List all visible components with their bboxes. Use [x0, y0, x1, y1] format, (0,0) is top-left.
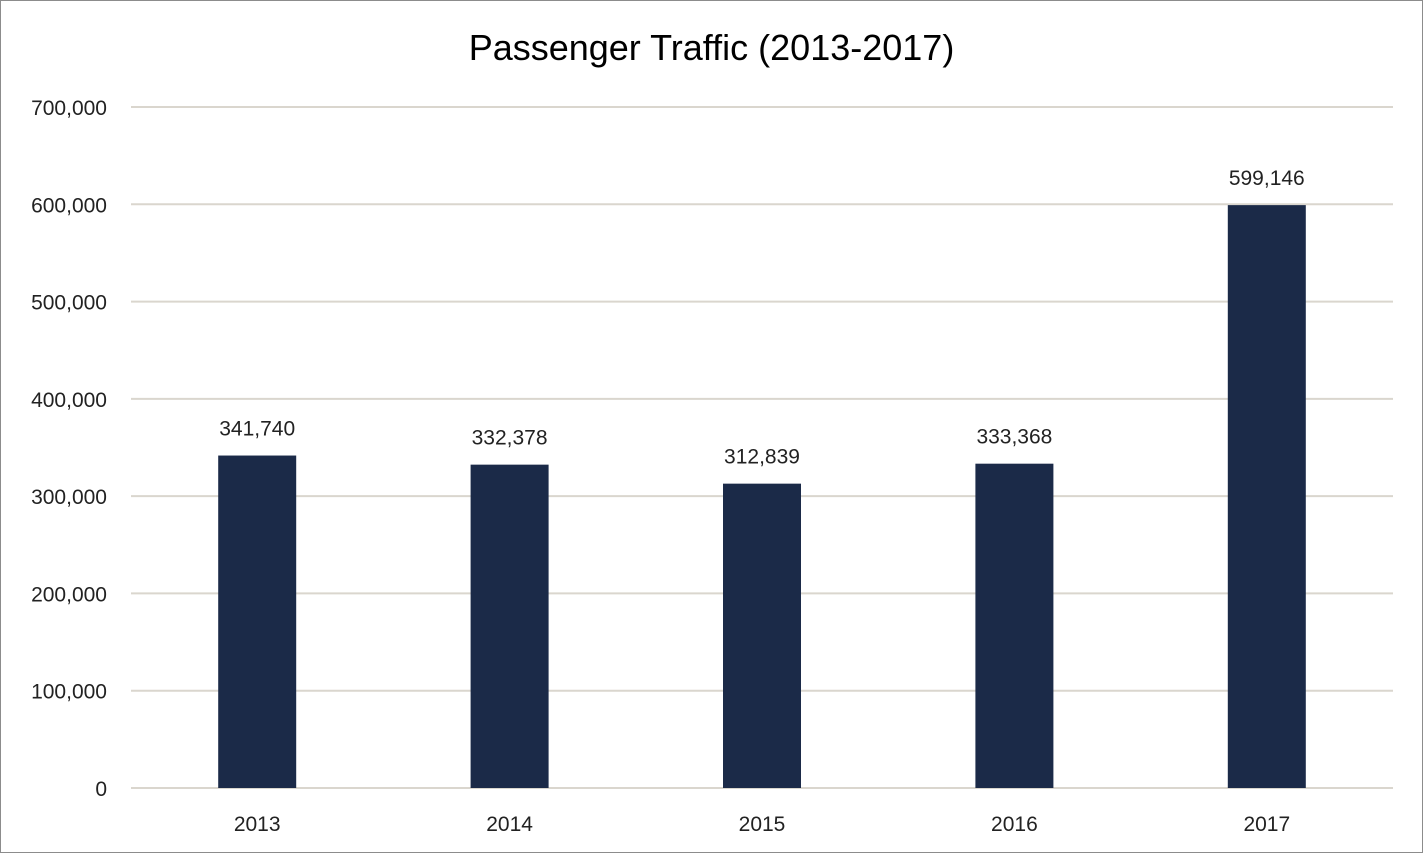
y-tick-label: 0 [95, 778, 107, 801]
x-tick-label-2014: 2014 [486, 813, 533, 836]
bar-2014 [470, 464, 549, 788]
y-tick-label: 100,000 [31, 681, 107, 704]
y-axis-tick-labels: 0 100,000 200,000 300,000 400,000 500,000 600,… [31, 97, 107, 801]
y-tick-label: 400,000 [31, 389, 107, 412]
data-labels: 341,740 332,378 312,839 333,368 599,146 [219, 167, 1305, 469]
y-tick-label: 500,000 [31, 292, 107, 315]
data-label-2013: 341,740 [219, 418, 295, 441]
y-tick-label: 200,000 [31, 583, 107, 606]
bar-2016 [975, 463, 1054, 788]
chart-title: Passenger Traffic (2013-2017) [468, 27, 955, 68]
data-label-2014: 332,378 [472, 427, 548, 450]
bar-2013 [218, 455, 297, 788]
x-tick-label-2016: 2016 [991, 813, 1038, 836]
y-tick-label: 700,000 [31, 97, 107, 120]
bar-2017 [1227, 205, 1306, 789]
y-tick-label: 300,000 [31, 486, 107, 509]
x-axis-tick-labels: 2013 2014 2015 2016 2017 [234, 813, 1290, 836]
x-tick-label-2013: 2013 [234, 813, 281, 836]
bars [218, 205, 1306, 789]
x-tick-label-2017: 2017 [1243, 813, 1290, 836]
y-tick-label: 600,000 [31, 194, 107, 217]
x-tick-label-2015: 2015 [739, 813, 786, 836]
data-label-2017: 599,146 [1229, 167, 1305, 190]
data-label-2016: 333,368 [976, 426, 1052, 449]
bar-2015 [723, 483, 801, 788]
data-label-2015: 312,839 [724, 446, 800, 469]
